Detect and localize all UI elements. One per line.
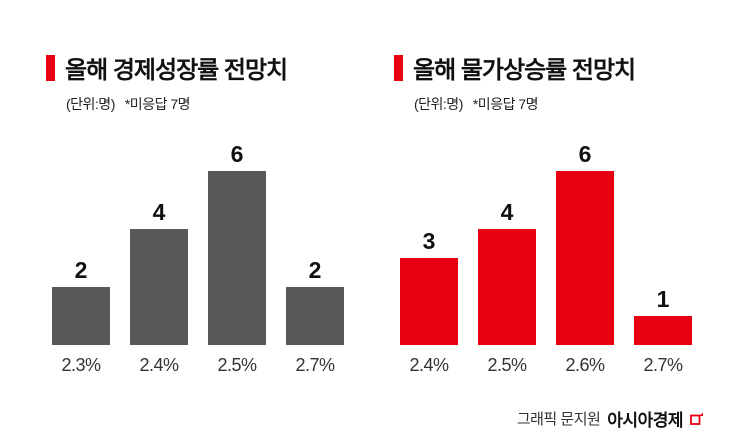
chart-title: 올해 경제성장률 전망치 [65,57,288,84]
asiae-logo-icon [690,412,703,426]
chart-economic-growth: 올해 경제성장률 전망치 (단위:명) *미응답 7명 2 2.3% 4 2.4% 6 2… [46,50,358,374]
unit-label: (단위:명) [414,96,463,112]
bar-column: 1 2.7% [634,288,692,374]
bar-value-label: 1 [656,286,670,312]
bar-column: 4 2.4% [130,201,188,374]
bar-column: 3 2.4% [400,230,458,374]
category-label: 2.5% [217,355,257,375]
category-label: 2.3% [61,355,101,375]
nonresponse-note: *미응답 7명 [124,96,191,112]
bar [286,287,344,345]
bar-column: 6 2.5% [208,143,266,374]
graphic-credit: 그래픽 문지원 [516,411,601,428]
chart-title: 올해 물가상승률 전망치 [413,57,636,84]
chart-header: 올해 경제성장률 전망치 (단위:명) *미응답 7명 [46,50,358,114]
bar-plot-growth: 2 2.3% 4 2.4% 6 2.5% 2 2.7% [52,130,358,374]
bar [208,171,266,345]
bar [478,229,536,345]
category-label: 2.7% [295,355,335,375]
bar-column: 6 2.6% [556,143,614,374]
category-label: 2.6% [565,355,605,375]
bar-column: 4 2.5% [478,201,536,374]
nonresponse-note: *미응답 7명 [472,96,539,112]
unit-label: (단위:명) [66,96,115,112]
category-label: 2.5% [487,355,527,375]
bar [130,229,188,345]
bar-value-label: 3 [422,228,436,254]
chart-subtitle: (단위:명) *미응답 7명 [66,94,358,114]
bar-value-label: 4 [500,199,514,225]
bar-plot-inflation: 3 2.4% 4 2.5% 6 2.6% 1 2.7% [400,130,706,374]
category-label: 2.4% [139,355,179,375]
title-accent-bar [394,54,403,81]
category-label: 2.4% [409,355,449,375]
bar [400,258,458,345]
bar-column: 2 2.3% [52,259,110,374]
bar [556,171,614,345]
brand-name: 아시아경제 [607,411,683,430]
credit-footer: 그래픽 문지원 아시아경제 [517,406,703,431]
bar-value-label: 6 [578,141,592,167]
chart-inflation: 올해 물가상승률 전망치 (단위:명) *미응답 7명 3 2.4% 4 2.5% 6 2… [394,50,706,374]
category-label: 2.7% [643,355,683,375]
bar-value-label: 4 [152,199,166,225]
bar-column: 2 2.7% [286,259,344,374]
bar [52,287,110,345]
bar-value-label: 6 [230,141,244,167]
bar-value-label: 2 [74,257,88,283]
charts-row: 올해 경제성장률 전망치 (단위:명) *미응답 7명 2 2.3% 4 2.4% 6 2… [46,50,706,374]
chart-subtitle: (단위:명) *미응답 7명 [414,94,706,114]
chart-header: 올해 물가상승률 전망치 (단위:명) *미응답 7명 [394,50,706,114]
bar [634,316,692,345]
bar-value-label: 2 [308,257,322,283]
title-accent-bar [46,54,55,81]
